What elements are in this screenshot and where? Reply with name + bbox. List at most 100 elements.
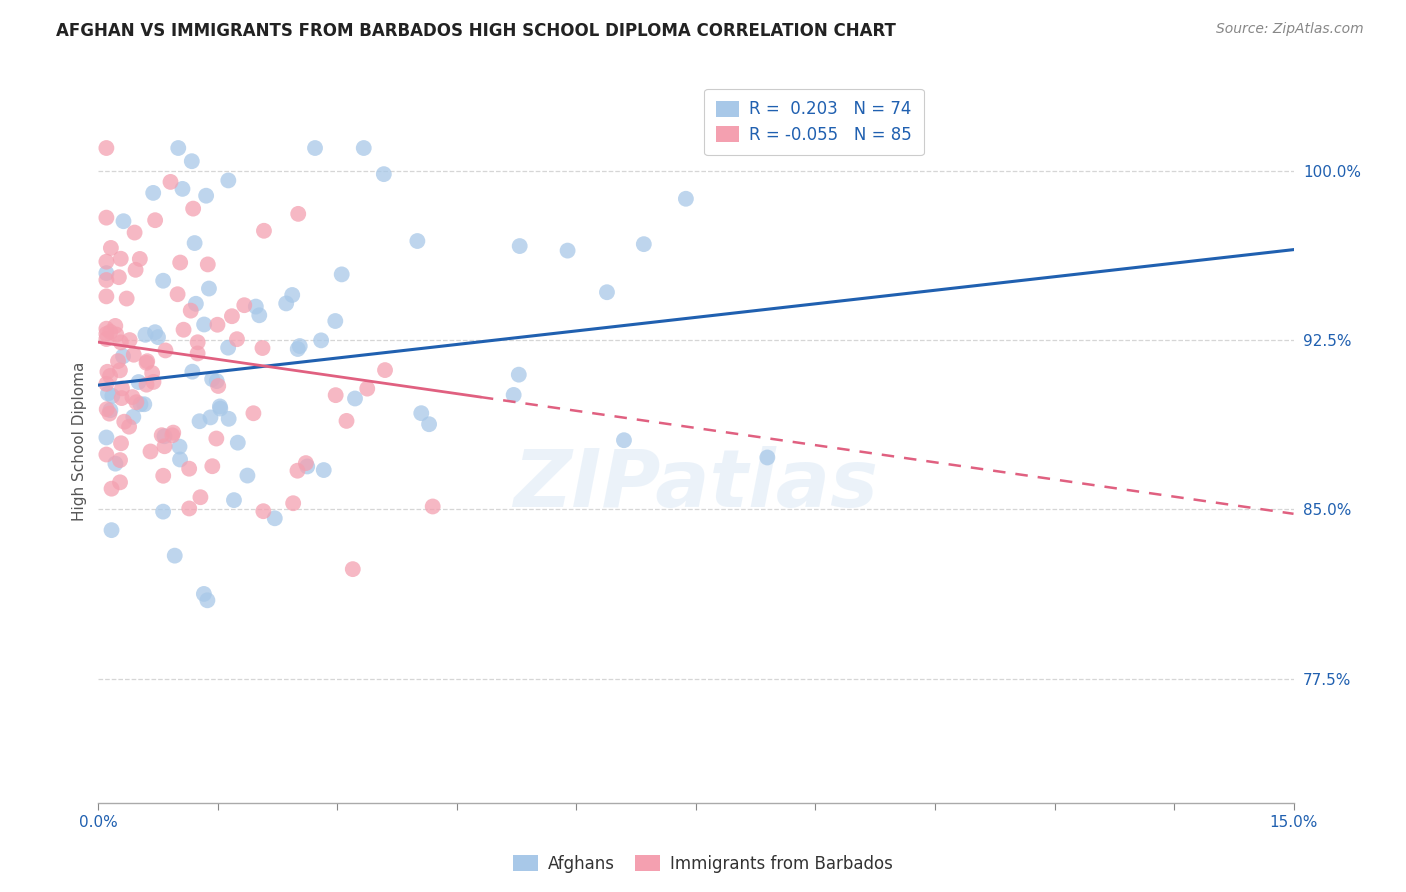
Point [122,348,145,362]
Point [96,141,118,155]
Point [297,459,319,474]
Point [129,397,152,411]
Point [150,428,173,442]
Point [155,343,177,358]
Legend: R =  0.203   N = 74, R = -0.055   N = 85: R = 0.203 N = 74, R = -0.055 N = 85 [704,88,924,155]
Point [200,410,222,425]
Point [342,562,364,576]
Point [226,435,249,450]
Point [287,464,309,478]
Point [96,289,118,303]
Point [205,432,228,446]
Point [135,356,157,370]
Point [152,505,174,519]
Point [100,403,122,417]
Point [245,300,267,314]
Point [675,192,697,206]
Point [373,167,395,181]
Point [101,389,124,403]
Text: Source: ZipAtlas.com: Source: ZipAtlas.com [1216,22,1364,37]
Point [557,244,579,258]
Point [111,381,134,395]
Point [422,500,444,514]
Point [173,323,195,337]
Point [121,390,143,404]
Point [135,377,157,392]
Point [502,388,524,402]
Point [217,341,239,355]
Point [335,414,357,428]
Point [195,188,218,202]
Point [98,368,121,383]
Point [115,292,138,306]
Point [136,354,159,368]
Point [188,414,211,428]
Point [110,335,132,350]
Point [374,363,396,377]
Point [263,511,285,525]
Point [226,332,249,346]
Point [134,327,156,342]
Point [197,257,219,271]
Point [163,549,186,563]
Point [312,463,335,477]
Point [128,375,150,389]
Point [193,587,215,601]
Point [124,226,146,240]
Point [418,417,440,432]
Point [295,456,318,470]
Point [96,266,118,280]
Point [110,252,132,266]
Point [96,332,118,346]
Point [343,392,366,406]
Point [169,255,191,269]
Point [100,482,122,496]
Point [283,496,305,510]
Point [190,490,212,504]
Point [201,459,224,474]
Point [247,308,270,322]
Point [97,386,120,401]
Point [143,213,166,227]
Point [96,365,118,379]
Point [153,439,176,453]
Point [183,235,205,250]
Point [217,173,239,187]
Point [633,237,655,252]
Point [180,154,202,169]
Point [96,254,118,268]
Point [172,182,194,196]
Point [100,241,122,255]
Point [122,409,145,424]
Point [100,523,122,537]
Point [169,452,191,467]
Point [276,296,298,310]
Point [197,593,219,607]
Point [179,461,201,475]
Legend: Afghans, Immigrants from Barbados: Afghans, Immigrants from Barbados [506,848,900,880]
Point [96,430,118,444]
Point [304,141,326,155]
Point [108,475,131,490]
Point [325,388,347,402]
Point [112,214,135,228]
Point [205,374,228,388]
Point [236,468,259,483]
Point [180,303,202,318]
Point [181,202,204,216]
Point [179,501,201,516]
Point [124,262,146,277]
Point [356,382,378,396]
Point [411,406,433,420]
Point [118,419,141,434]
Point [125,395,148,409]
Text: ZIPatlas: ZIPatlas [513,446,879,524]
Point [139,444,162,458]
Point [169,440,191,454]
Point [134,397,156,411]
Point [508,368,530,382]
Point [287,342,309,356]
Point [98,407,121,421]
Point [509,239,531,253]
Point [128,252,150,266]
